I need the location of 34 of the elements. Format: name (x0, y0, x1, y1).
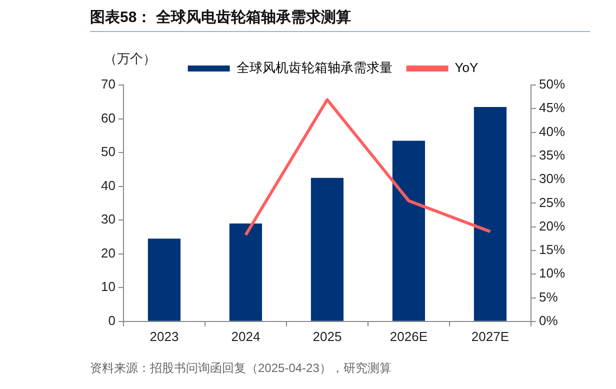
legend-label: 全球风机齿轮箱轴承需求量 (236, 60, 392, 76)
bar (229, 223, 262, 321)
y-tick-label: 30 (100, 212, 116, 227)
y2-tick-label: 20% (538, 218, 566, 234)
y2-tick-label: 35% (538, 148, 566, 162)
y-tick-label: 20 (100, 245, 116, 260)
y2-tick-label: 0% (538, 312, 558, 328)
x-tick-label: 2024 (231, 328, 260, 344)
y-tick-label: 70 (100, 76, 116, 92)
y-tick-label: 0 (108, 312, 116, 328)
y2-tick-label: 5% (538, 289, 558, 304)
x-tick-label: 2026E (390, 328, 428, 344)
y2-tick-label: 30% (538, 171, 566, 186)
y2-tick-label: 40% (538, 124, 566, 139)
x-tick-label: 2023 (150, 328, 179, 344)
y-tick-label: 50 (100, 144, 116, 160)
y-tick-label: 60 (100, 110, 116, 126)
bar (392, 140, 426, 321)
legend-label: YoY (454, 60, 479, 76)
bar (474, 106, 507, 321)
y2-tick-label: 50% (538, 76, 566, 92)
y2-tick-label: 10% (538, 266, 566, 281)
y-axis-title: （万个） (104, 50, 156, 68)
y-tick-label: 10 (100, 279, 116, 294)
bar (310, 178, 344, 321)
chart-title: 图表58： 全球风电齿轮箱轴承需求测算 (90, 8, 590, 32)
x-tick-label: 2027E (471, 328, 510, 344)
y2-tick-label: 25% (538, 194, 566, 210)
text: 资料来源：招股书问询函回复（2025-04-23），研究测算 (90, 360, 392, 377)
y2-tick-label: 15% (538, 242, 566, 258)
bar (148, 238, 181, 321)
x-tick-label: 2025 (312, 328, 342, 344)
y2-tick-label: 45% (538, 100, 566, 116)
y-tick-label: 40 (100, 178, 116, 193)
